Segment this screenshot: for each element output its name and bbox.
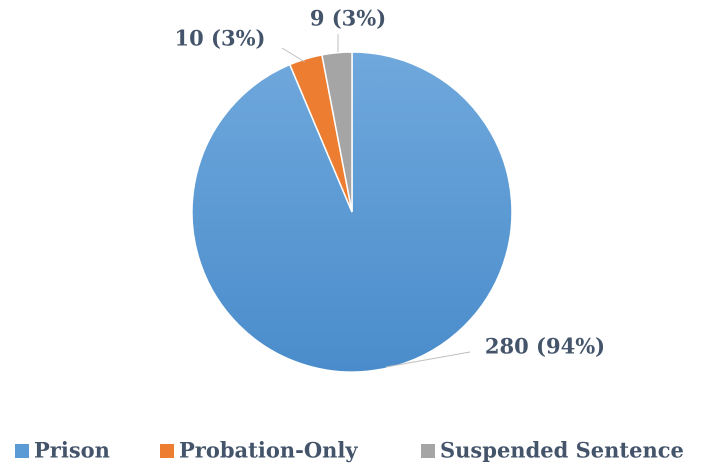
legend-swatch bbox=[421, 444, 435, 458]
leader-line bbox=[281, 47, 306, 63]
leader-line bbox=[385, 351, 471, 368]
pie-slice bbox=[321, 51, 353, 213]
legend-swatch bbox=[15, 444, 29, 458]
data-label: 9 (3%) bbox=[310, 6, 386, 31]
legend-label: Probation-Only bbox=[179, 438, 358, 463]
data-label: 280 (94%) bbox=[485, 334, 605, 359]
legend-label: Suspended Sentence bbox=[440, 438, 684, 463]
data-label: 10 (3%) bbox=[175, 26, 266, 51]
legend-swatch bbox=[160, 444, 174, 458]
legend-label: Prison bbox=[34, 438, 110, 463]
